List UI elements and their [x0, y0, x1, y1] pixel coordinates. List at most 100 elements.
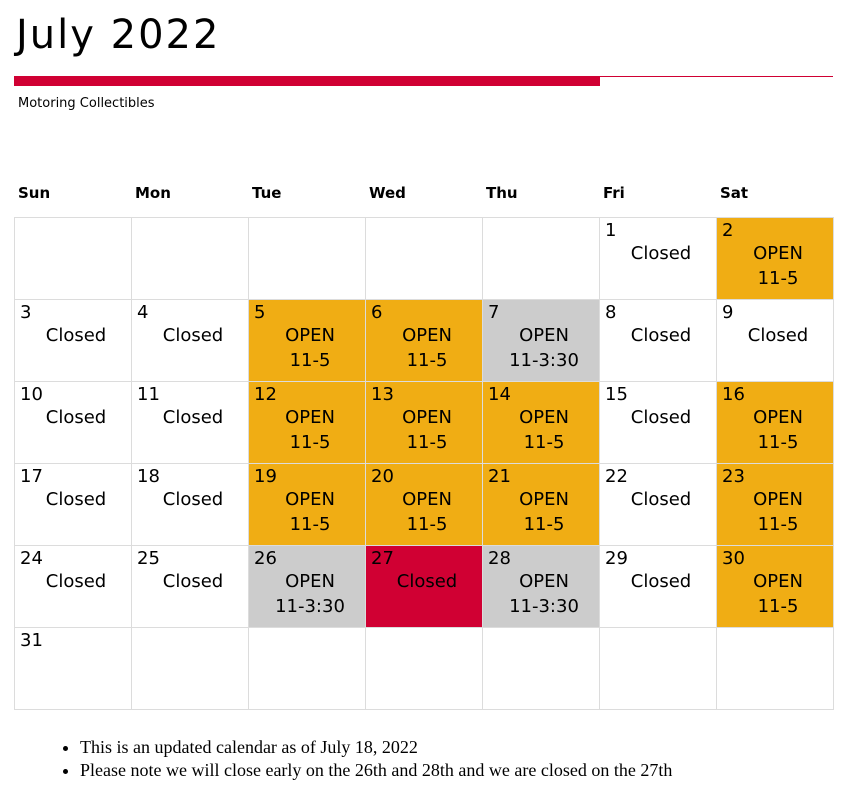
day-cell-6: 6 OPEN 11-5	[365, 299, 483, 382]
day-cell-27: 27 Closed	[365, 545, 483, 628]
hours-text: OPEN	[753, 571, 803, 592]
hours-text: OPEN	[285, 407, 335, 428]
day-cell-24: 24 Closed	[14, 545, 132, 628]
day-number: 11	[137, 384, 160, 405]
weekday-thu: Thu	[486, 184, 518, 202]
empty-cell	[131, 217, 249, 300]
hours-text: 11-5	[757, 514, 799, 535]
hours-text: 11-5	[757, 432, 799, 453]
hours-text: Closed	[747, 325, 809, 346]
day-cell-11: 11 Closed	[131, 381, 249, 464]
hours-text: Closed	[45, 325, 107, 346]
weekday-header: Sun Mon Tue Wed Thu Fri Sat	[14, 184, 833, 202]
hours-text: OPEN	[519, 325, 569, 346]
day-number: 13	[371, 384, 394, 405]
subtitle: Motoring Collectibles	[18, 96, 155, 111]
day-cell-2: 2 OPEN 11-5	[716, 217, 834, 300]
hours-text: Closed	[396, 571, 458, 592]
day-number: 18	[137, 466, 160, 487]
hours-text: Closed	[630, 571, 692, 592]
day-number: 12	[254, 384, 277, 405]
day-number: 5	[254, 302, 266, 323]
day-cell-14: 14 OPEN 11-5	[482, 381, 600, 464]
day-cell-15: 15 Closed	[599, 381, 717, 464]
day-cell-22: 22 Closed	[599, 463, 717, 546]
day-number: 28	[488, 548, 511, 569]
hours-text: Closed	[630, 243, 692, 264]
empty-cell	[14, 217, 132, 300]
hours-text: OPEN	[519, 489, 569, 510]
hours-text: Closed	[162, 571, 224, 592]
day-number: 21	[488, 466, 511, 487]
day-number: 2	[722, 220, 734, 241]
hours-text: OPEN	[753, 489, 803, 510]
day-number: 26	[254, 548, 277, 569]
empty-cell	[248, 217, 366, 300]
hours-text: 11-5	[406, 514, 448, 535]
hours-text: 11-3:30	[509, 350, 579, 371]
day-cell-1: 1 Closed	[599, 217, 717, 300]
day-cell-12: 12 OPEN 11-5	[248, 381, 366, 464]
day-number: 14	[488, 384, 511, 405]
week-row: 3 Closed 4 Closed 5 OPEN 11-5 6 OPEN 11-5 7 OPEN 11-…	[14, 299, 834, 382]
day-cell-3: 3 Closed	[14, 299, 132, 382]
calendar-grid: 1 Closed 2 OPEN 11-5 3 Closed 4 Closed 5 OPEN 11-5 6…	[14, 217, 834, 710]
weekday-wed: Wed	[369, 184, 406, 202]
day-cell-21: 21 OPEN 11-5	[482, 463, 600, 546]
hours-text: 11-5	[406, 350, 448, 371]
page-title: July 2022	[16, 12, 221, 58]
day-cell-18: 18 Closed	[131, 463, 249, 546]
empty-cell	[599, 627, 717, 710]
day-number: 25	[137, 548, 160, 569]
empty-cell	[131, 627, 249, 710]
day-cell-29: 29 Closed	[599, 545, 717, 628]
day-cell-4: 4 Closed	[131, 299, 249, 382]
accent-rule	[600, 76, 833, 77]
hours-text: OPEN	[285, 571, 335, 592]
day-number: 3	[20, 302, 32, 323]
hours-text: Closed	[162, 489, 224, 510]
day-number: 10	[20, 384, 43, 405]
day-number: 29	[605, 548, 628, 569]
hours-text: OPEN	[753, 407, 803, 428]
hours-text: Closed	[162, 407, 224, 428]
hours-text: OPEN	[402, 407, 452, 428]
weekday-sun: Sun	[18, 184, 51, 202]
hours-text: 11-5	[289, 432, 331, 453]
week-row: 17 Closed 18 Closed 19 OPEN 11-5 20 OPEN 11-5 21 OP…	[14, 463, 834, 546]
hours-text: 11-3:30	[509, 596, 579, 617]
empty-cell	[716, 627, 834, 710]
day-number: 7	[488, 302, 500, 323]
day-number: 24	[20, 548, 43, 569]
day-number: 23	[722, 466, 745, 487]
hours-text: OPEN	[519, 571, 569, 592]
note-item: Please note we will close early on the 2…	[80, 759, 672, 782]
day-cell-8: 8 Closed	[599, 299, 717, 382]
day-number: 9	[722, 302, 734, 323]
hours-text: 11-5	[757, 268, 799, 289]
day-number: 15	[605, 384, 628, 405]
day-cell-17: 17 Closed	[14, 463, 132, 546]
accent-bar	[14, 76, 600, 86]
weekday-tue: Tue	[252, 184, 282, 202]
day-number: 16	[722, 384, 745, 405]
day-cell-30: 30 OPEN 11-5	[716, 545, 834, 628]
day-number: 20	[371, 466, 394, 487]
hours-text: Closed	[45, 407, 107, 428]
hours-text: Closed	[162, 325, 224, 346]
day-cell-9: 9 Closed	[716, 299, 834, 382]
hours-text: OPEN	[753, 243, 803, 264]
week-row: 24 Closed 25 Closed 26 OPEN 11-3:30 27 Closed 28 O…	[14, 545, 834, 628]
day-number: 17	[20, 466, 43, 487]
notes-list: This is an updated calendar as of July 1…	[50, 736, 672, 782]
hours-text: Closed	[630, 489, 692, 510]
weekday-sat: Sat	[720, 184, 749, 202]
hours-text: OPEN	[402, 489, 452, 510]
hours-text: 11-5	[523, 514, 565, 535]
day-number: 27	[371, 548, 394, 569]
empty-cell	[248, 627, 366, 710]
day-number: 4	[137, 302, 149, 323]
hours-text: OPEN	[519, 407, 569, 428]
day-number: 8	[605, 302, 617, 323]
empty-cell	[482, 627, 600, 710]
